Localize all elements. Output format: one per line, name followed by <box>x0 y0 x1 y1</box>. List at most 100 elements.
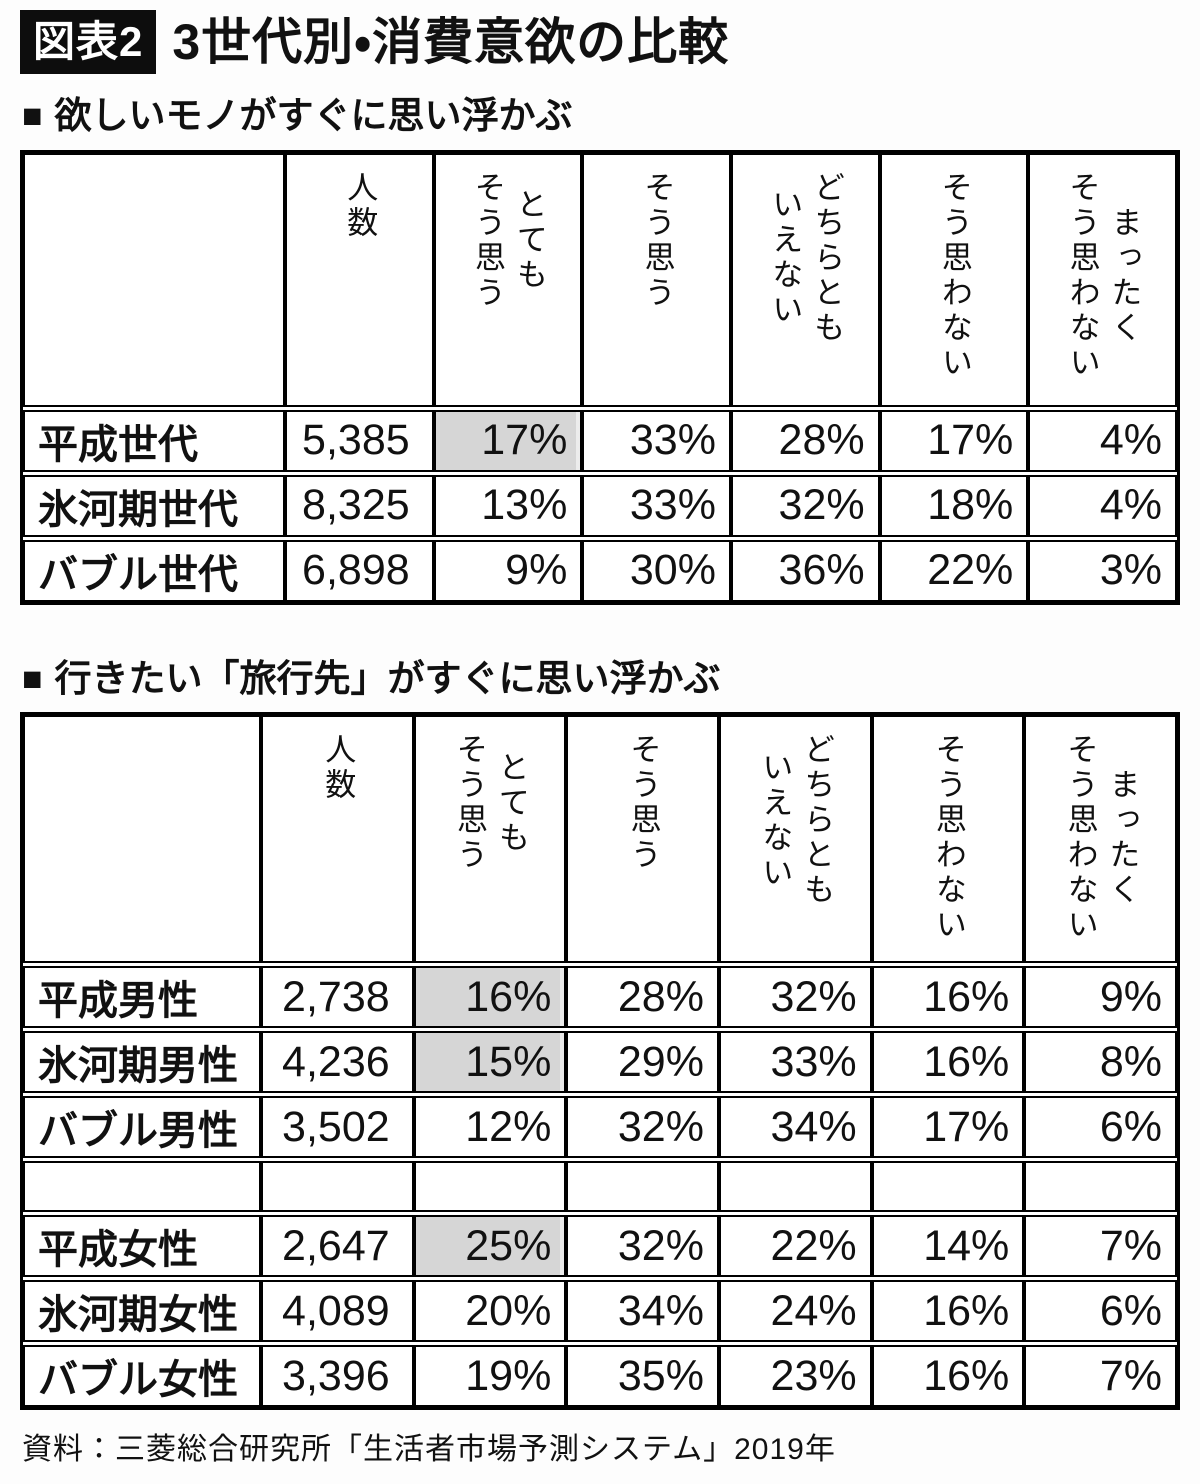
table-travel: 人数 とても そう思う そう思う どちらとも いえない そう思わない まったく … <box>23 715 1177 1408</box>
pct-cell: 3% <box>1028 539 1177 602</box>
pct-cell: 17% <box>433 409 583 472</box>
pct-cell: 15% <box>413 1031 567 1094</box>
table-row: 氷河期男性 4,236 15% 29% 33% 16% 8% <box>23 1031 1177 1094</box>
figure-number-tag: 図表2 <box>20 10 157 74</box>
pct-cell: 4% <box>1028 474 1177 537</box>
row-label: バブル男性 <box>23 1096 261 1159</box>
pct-cell: 17% <box>871 1096 1025 1159</box>
col-header-strongly-agree: とても そう思う <box>413 715 567 964</box>
pct-cell: 32% <box>566 1215 719 1278</box>
pct-cell <box>718 1161 872 1213</box>
col-header-agree: そう思う <box>582 152 731 407</box>
pct-cell: 13% <box>433 474 583 537</box>
table-row: バブル男性 3,502 12% 32% 34% 17% 6% <box>23 1096 1177 1159</box>
figure-title-row: 図表2 3世代別・消費意欲の比較 <box>20 10 1180 74</box>
row-label: 平成世代 <box>23 409 285 472</box>
count-cell <box>261 1161 414 1213</box>
pct-cell: 23% <box>718 1345 872 1408</box>
pct-cell: 36% <box>730 539 880 602</box>
col-header-strongly-disagree: まったく そう思わない <box>1024 715 1177 964</box>
col-header-disagree: そう思わない <box>871 715 1025 964</box>
table-header-row: 人数 とても そう思う そう思う どちらとも いえない そう思わない まったく … <box>23 715 1177 964</box>
count-cell: 8,325 <box>285 474 434 537</box>
row-label: 氷河期女性 <box>23 1280 261 1343</box>
pct-cell: 8% <box>1024 1031 1177 1094</box>
pct-cell: 6% <box>1024 1280 1177 1343</box>
pct-cell: 16% <box>871 1345 1025 1408</box>
pct-cell: 34% <box>718 1096 872 1159</box>
pct-cell <box>413 1161 567 1213</box>
pct-cell: 16% <box>413 966 567 1029</box>
pct-cell: 32% <box>718 966 872 1029</box>
table-row-empty <box>23 1161 1177 1213</box>
count-cell: 2,647 <box>261 1215 414 1278</box>
pct-cell: 22% <box>718 1215 872 1278</box>
pct-cell: 9% <box>1024 966 1177 1029</box>
col-header-disagree: そう思わない <box>879 152 1029 407</box>
pct-cell: 7% <box>1024 1215 1177 1278</box>
pct-cell <box>871 1161 1025 1213</box>
pct-cell: 14% <box>871 1215 1025 1278</box>
table-row: 氷河期世代 8,325 13% 33% 32% 18% 4% <box>23 474 1177 537</box>
count-cell: 3,396 <box>261 1345 414 1408</box>
pct-cell: 19% <box>413 1345 567 1408</box>
col-header-strongly-agree: とても そう思う <box>433 152 583 407</box>
pct-cell: 29% <box>566 1031 719 1094</box>
table-row: バブル世代 6,898 9% 30% 36% 22% 3% <box>23 539 1177 602</box>
row-label: 氷河期世代 <box>23 474 285 537</box>
pct-cell: 32% <box>730 474 880 537</box>
pct-cell: 25% <box>413 1215 567 1278</box>
count-cell: 2,738 <box>261 966 414 1029</box>
pct-cell: 12% <box>413 1096 567 1159</box>
col-header-agree: そう思う <box>566 715 719 964</box>
table-things-frame: 人数 とても そう思う そう思う どちらとも いえない そう思わない まったく … <box>20 149 1180 605</box>
pct-cell: 9% <box>433 539 583 602</box>
table-row: 氷河期女性 4,089 20% 34% 24% 16% 6% <box>23 1280 1177 1343</box>
pct-cell: 6% <box>1024 1096 1177 1159</box>
col-header-strongly-disagree: まったく そう思わない <box>1028 152 1177 407</box>
count-cell: 5,385 <box>285 409 434 472</box>
table-travel-frame: 人数 とても そう思う そう思う どちらとも いえない そう思わない まったく … <box>20 712 1180 1411</box>
pct-cell: 7% <box>1024 1345 1177 1408</box>
row-label: バブル女性 <box>23 1345 261 1408</box>
pct-cell: 32% <box>566 1096 719 1159</box>
pct-cell: 24% <box>718 1280 872 1343</box>
row-label <box>23 1161 261 1213</box>
row-label: 平成男性 <box>23 966 261 1029</box>
pct-cell: 20% <box>413 1280 567 1343</box>
pct-cell: 22% <box>879 539 1029 602</box>
pct-cell: 4% <box>1028 409 1177 472</box>
corner-cell <box>23 152 285 407</box>
row-label: 氷河期男性 <box>23 1031 261 1094</box>
section-heading-travel: ■ 行きたい「旅行先」がすぐに思い浮かぶ <box>22 657 1180 700</box>
pct-cell: 17% <box>879 409 1029 472</box>
pct-cell: 16% <box>871 1031 1025 1094</box>
pct-cell <box>1024 1161 1177 1213</box>
row-label: バブル世代 <box>23 539 285 602</box>
pct-cell <box>566 1161 719 1213</box>
pct-cell: 33% <box>582 474 731 537</box>
source-note: 資料：三菱総合研究所「生活者市場予測システム」2019年 <box>22 1433 836 1467</box>
pct-cell: 34% <box>566 1280 719 1343</box>
pct-cell: 16% <box>871 1280 1025 1343</box>
count-cell: 4,236 <box>261 1031 414 1094</box>
pct-cell: 28% <box>566 966 719 1029</box>
pct-cell: 30% <box>582 539 731 602</box>
col-header-neutral: どちらとも いえない <box>718 715 872 964</box>
pct-cell: 18% <box>879 474 1029 537</box>
corner-cell <box>23 715 261 964</box>
section-title-text: 行きたい「旅行先」がすぐに思い浮かぶ <box>54 657 721 699</box>
count-cell: 3,502 <box>261 1096 414 1159</box>
count-cell: 6,898 <box>285 539 434 602</box>
table-row: バブル女性 3,396 19% 35% 23% 16% 7% <box>23 1345 1177 1408</box>
pct-cell: 16% <box>871 966 1025 1029</box>
pct-cell: 28% <box>730 409 880 472</box>
table-row: 平成男性 2,738 16% 28% 32% 16% 9% <box>23 966 1177 1029</box>
table-things: 人数 とても そう思う そう思う どちらとも いえない そう思わない まったく … <box>23 152 1177 602</box>
row-label: 平成女性 <box>23 1215 261 1278</box>
col-header-count: 人数 <box>261 715 414 964</box>
pct-cell: 35% <box>566 1345 719 1408</box>
count-cell: 4,089 <box>261 1280 414 1343</box>
table-row: 平成世代 5,385 17% 33% 28% 17% 4% <box>23 409 1177 472</box>
